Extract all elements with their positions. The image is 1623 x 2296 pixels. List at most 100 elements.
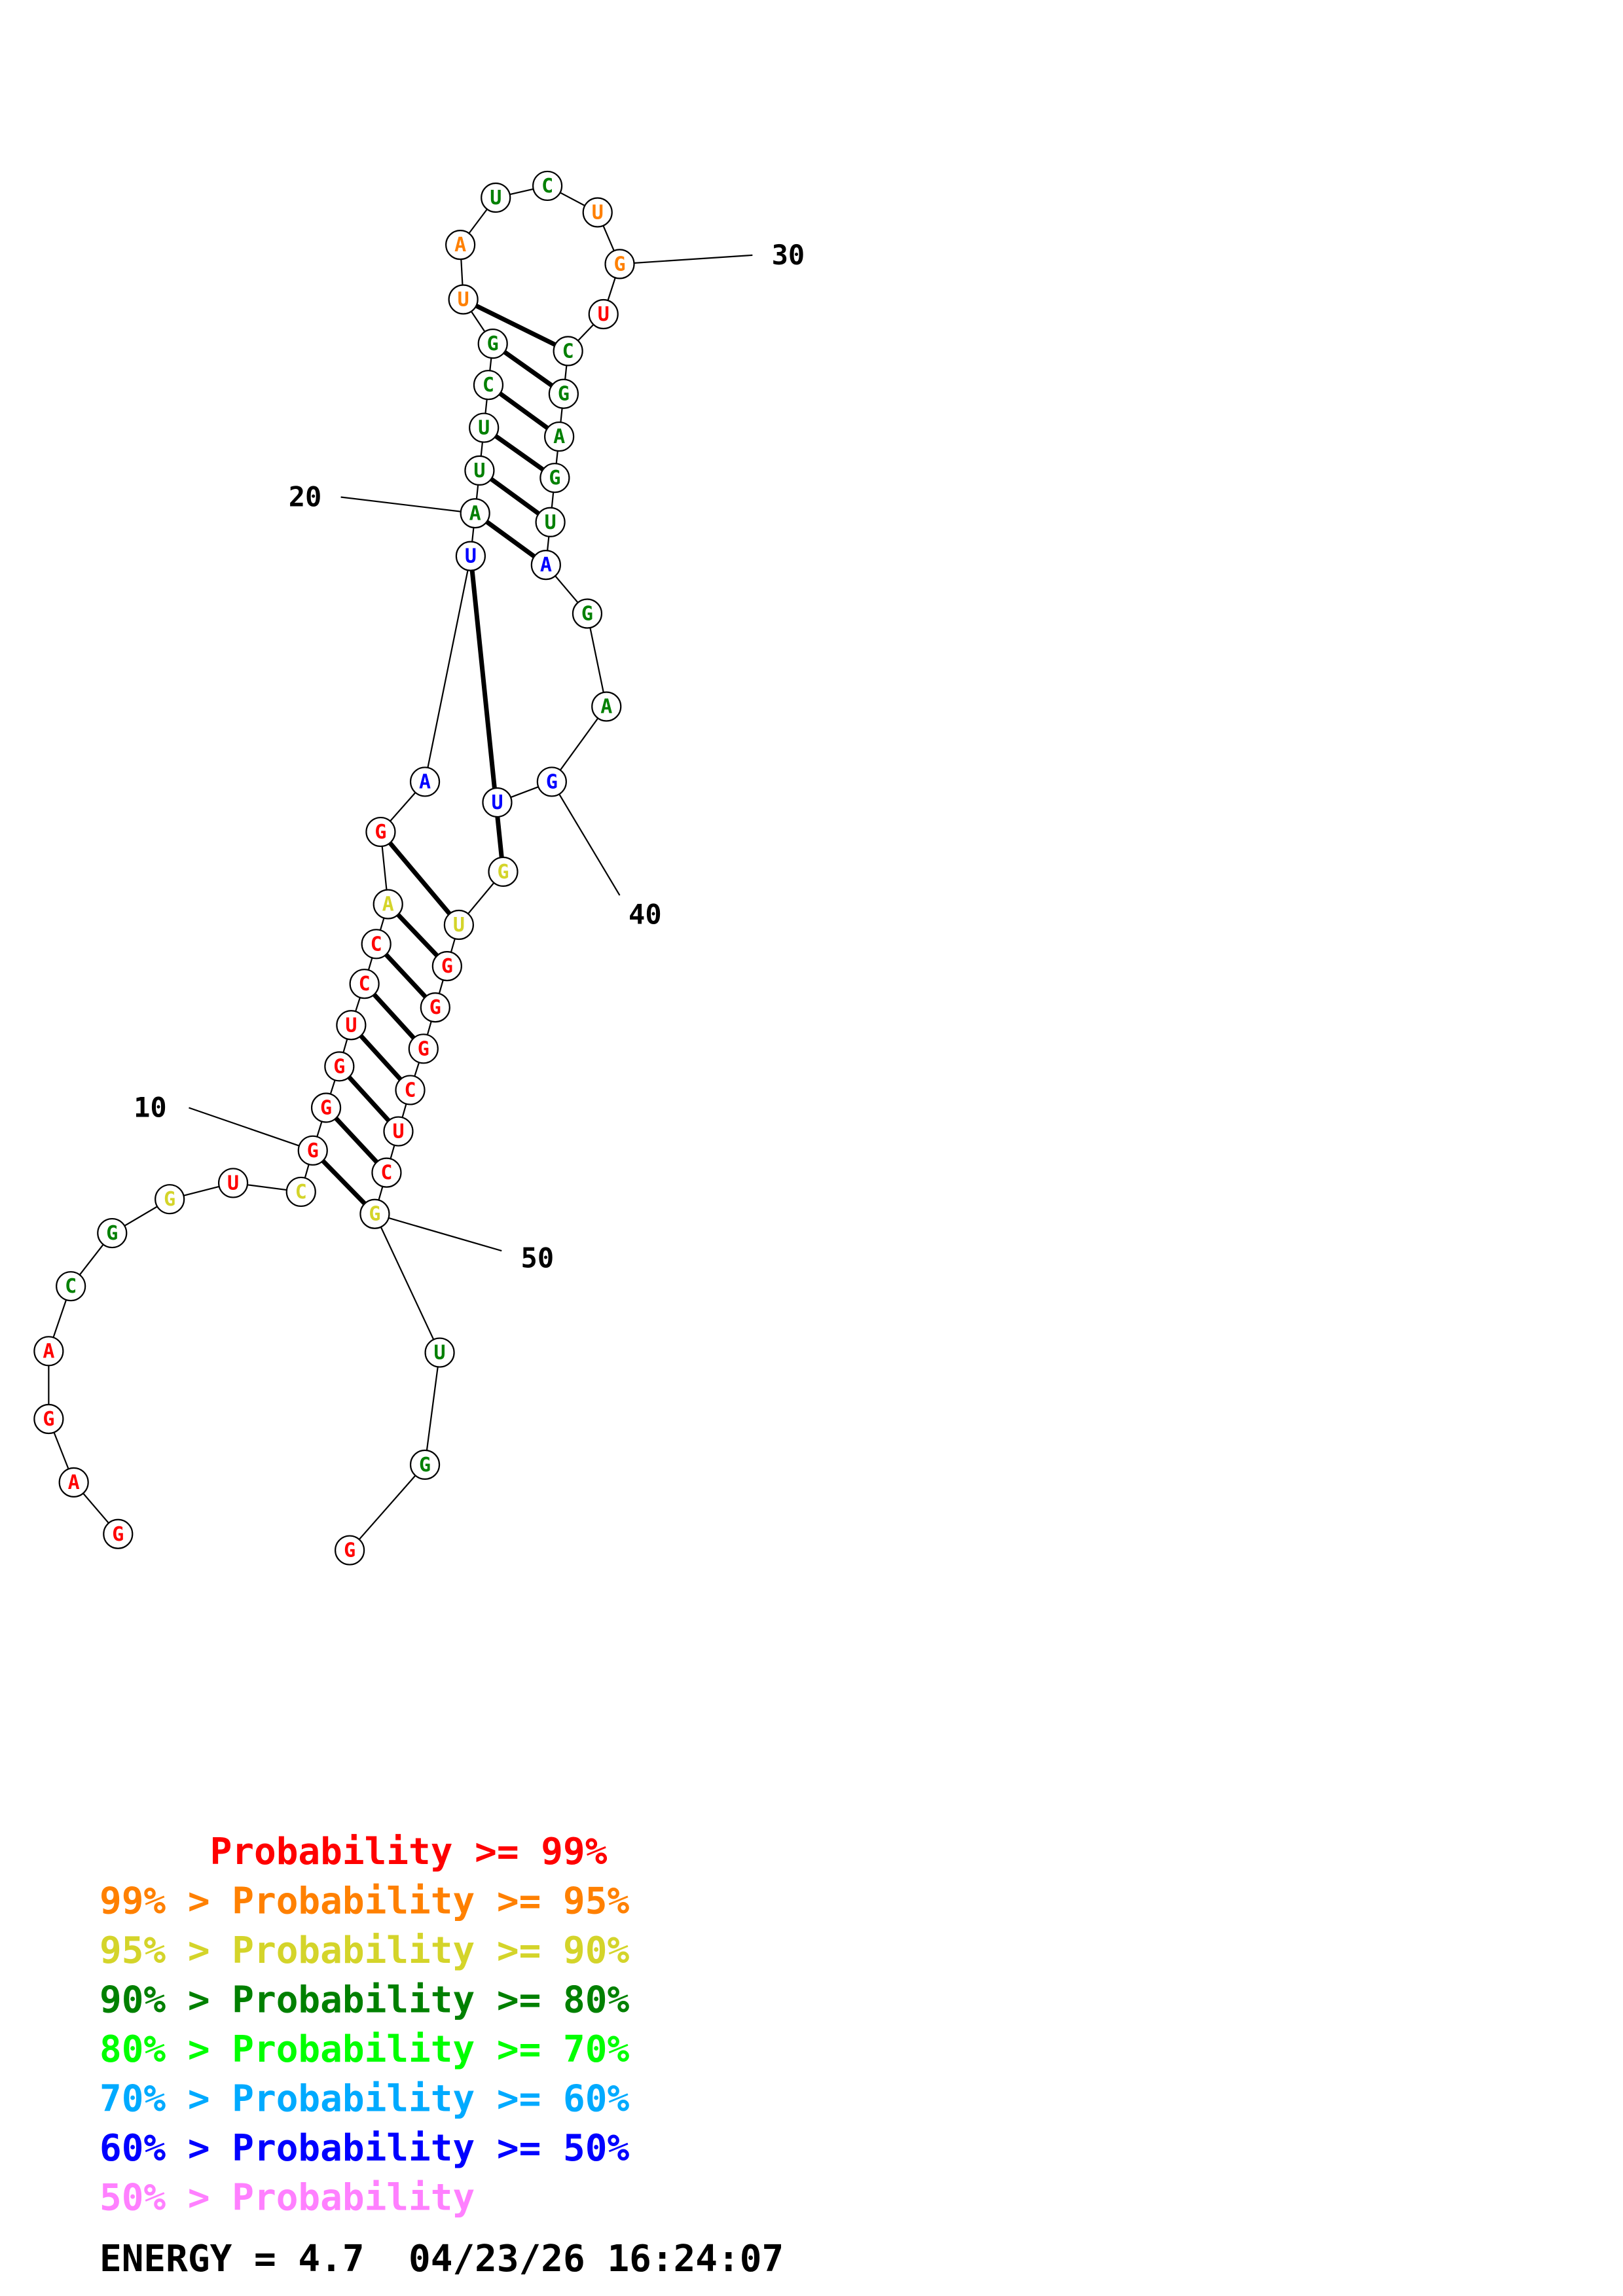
nucleotide-base: G [106,1222,118,1245]
nucleotide-base: G [344,1539,356,1562]
nucleotide-base: U [545,511,556,534]
legend-entry: Probability >= 99% [100,1831,608,1873]
nucleotide-base: G [43,1408,54,1431]
nucleotide-base: C [404,1079,416,1102]
nucleotide-base: U [434,1342,446,1365]
nucleotide: U [455,541,486,571]
nucleotide-base: A [43,1340,54,1363]
nucleotide-base: C [562,340,574,363]
nucleotide-circle [464,455,495,486]
nucleotide-base: A [419,770,431,793]
nucleotide-circle [544,421,575,452]
nucleotide: A [445,230,476,260]
nucleotide-base: U [453,914,465,937]
nucleotide-circle [482,787,513,818]
nucleotide: G [33,1403,64,1435]
nucleotide-circle [535,507,566,537]
nucleotide: G [488,856,519,887]
nucleotide-circle [420,992,450,1023]
nucleotide-circle [155,1184,185,1215]
position-label: 40 [629,898,662,930]
nucleotide-circle [361,929,392,960]
nucleotide-base: G [487,332,499,355]
nucleotide-circle [349,969,380,999]
backbone-layer [48,185,621,1551]
nucleotide-circle [335,1535,365,1566]
nucleotide: C [285,1176,316,1208]
nucleotide-circle [448,284,479,315]
nucleotide-circle [33,1403,64,1435]
nucleotide-circle [365,816,396,848]
nucleotide-base: C [65,1275,77,1298]
nucleotide: U [535,507,566,537]
nucleotide-circle [431,951,462,982]
nucleotide-circle [217,1168,249,1198]
backbone-link [551,706,608,783]
nucleotide: G [477,328,508,359]
legend-entry: 50% > Probability [100,2177,475,2219]
probability-legend: Probability >= 99% 99% > Probability >= 9… [100,1831,629,2219]
nucleotide-circle [443,909,474,941]
nucleotide: A [33,1336,64,1367]
nucleotide: C [395,1075,426,1105]
nucleotide-circle [408,1033,439,1064]
nucleotide: U [464,455,495,486]
nucleotide: G [420,992,450,1023]
nucleotide-circle [424,1337,455,1368]
nucleotide: C [532,170,563,202]
nucleotide: U [482,787,513,818]
nucleotide-circle [473,370,504,401]
nucleotide-base: U [490,187,501,209]
nucleotide: G [548,378,579,409]
nucleotide-circle [56,1271,86,1302]
nucleotide-circle [383,1116,414,1147]
position-label: 30 [772,239,805,271]
nucleotide: A [58,1467,89,1498]
nucleotide-circle [310,1092,342,1123]
nucleotide-base: G [320,1096,332,1119]
nucleotide: U [443,909,474,941]
nucleotide-circle [488,856,519,887]
nucleotide-base: G [419,1454,431,1477]
nucleotide: C [553,336,583,367]
legend-entry: 95% > Probability >= 90% [100,1929,629,1972]
nucleotide-base: U [598,303,610,326]
nucleotide-circle [395,1075,426,1105]
nucleotide-circle [359,1198,390,1229]
nucleotide-circle [477,328,508,359]
nucleotide-base: U [478,417,490,440]
nucleotide-base: U [465,545,477,568]
nucleotide-base: C [359,973,371,996]
nucleotide: G [310,1092,342,1123]
nucleotide-base: G [549,467,560,490]
nucleotide: A [460,498,490,529]
nucleotide-circle [588,298,619,330]
nucleotide: G [408,1033,439,1064]
base-pair-bond [468,556,505,872]
legend-entry: 80% > Probability >= 70% [100,2028,629,2071]
nucleotide: G [103,1518,134,1549]
nucleotide-base: U [491,791,503,814]
position-tick [551,781,621,896]
nucleotide-base: A [553,425,565,448]
nucleotide-circle [530,550,561,581]
nucleotide: G [431,951,462,982]
nucleotide-base: C [541,175,553,198]
nucleotide-circle [58,1467,89,1498]
nucleotide: A [591,691,622,722]
nucleotide-base: A [68,1471,80,1494]
nucleotide-base: G [307,1139,319,1162]
position-label: 10 [134,1091,167,1123]
nucleotide-base: C [295,1181,307,1204]
nucleotide-base: U [592,202,604,224]
nucleotide-circle [539,463,570,493]
nucleotide-circle [371,1157,402,1188]
nucleotide-base: G [418,1037,429,1060]
nucleotide: A [409,766,441,797]
nucleotide-circle [582,197,613,228]
nucleotide: G [365,816,396,848]
backbone-link [424,1352,441,1465]
nucleotide: A [373,889,403,920]
